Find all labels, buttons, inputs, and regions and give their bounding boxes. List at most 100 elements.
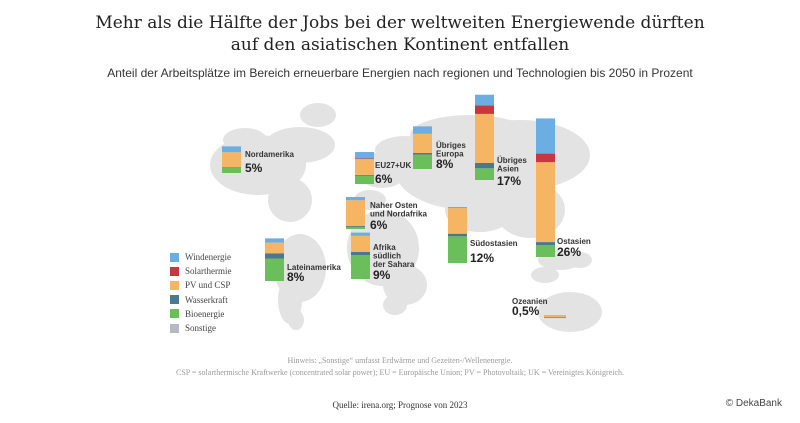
legend-label: Sonstige bbox=[185, 323, 217, 334]
legend-label: PV und CSP bbox=[185, 280, 231, 291]
bar-segment-pv-und-csp bbox=[351, 235, 370, 252]
brand-label: © DekaBank bbox=[725, 398, 782, 409]
bar-segment-bioenergie bbox=[355, 175, 374, 184]
note-line-1: Hinweis: „Sonstige“ umfasst Erdwärme und… bbox=[287, 356, 513, 365]
bar-segment-wasserkraft bbox=[448, 233, 467, 237]
chart-subtitle: Anteil der Arbeitsplätze im Bereich erne… bbox=[107, 66, 693, 80]
region-südostasien: Südostasien 12% bbox=[448, 207, 518, 265]
bar-segment-pv-und-csp bbox=[265, 242, 284, 254]
bar-segment-wasserkraft bbox=[536, 242, 555, 246]
region-total: 8% bbox=[287, 270, 305, 284]
region-total: 8% bbox=[436, 157, 454, 171]
bar-segment-bioenergie bbox=[413, 154, 432, 169]
legend-item: PV und CSP bbox=[170, 278, 232, 292]
bar-segment-pv-und-csp bbox=[448, 208, 467, 234]
bar-segment-pv-und-csp bbox=[413, 133, 432, 154]
region-label: Ostasien bbox=[557, 237, 591, 246]
bar-segment-wasserkraft bbox=[413, 153, 432, 155]
region-label: Südostasien bbox=[470, 239, 518, 248]
bar-segment-windenergie bbox=[346, 197, 365, 201]
bar-segment-pv-und-csp bbox=[355, 158, 374, 175]
region-label: Nordamerika bbox=[245, 150, 294, 159]
legend-item: Sonstige bbox=[170, 321, 232, 335]
region-total: 6% bbox=[370, 218, 388, 232]
region-label: Übriges Asien bbox=[497, 156, 527, 174]
legend-swatch bbox=[170, 280, 179, 290]
region-total: 12% bbox=[470, 251, 494, 265]
region-nordamerika: Nordamerika 5% bbox=[222, 146, 294, 175]
bar-segment-solarthermie bbox=[475, 105, 494, 114]
bar-segment-solarthermie bbox=[355, 158, 374, 160]
legend-swatch bbox=[170, 252, 179, 262]
bar-segment-bioenergie bbox=[351, 255, 370, 279]
bar-segment-wasserkraft bbox=[222, 167, 241, 168]
bar-segment-windenergie bbox=[265, 238, 284, 243]
bar-segment-windenergie bbox=[351, 232, 370, 236]
bar-segment-bioenergie bbox=[265, 258, 284, 281]
bar-segment-bioenergie bbox=[222, 167, 241, 173]
chart-title: Mehr als die Hälfte der Jobs bei der wel… bbox=[0, 12, 800, 56]
legend-swatch bbox=[170, 309, 179, 319]
bar-segment-windenergie bbox=[475, 94, 494, 106]
region-total: 5% bbox=[245, 161, 263, 175]
bar-segment-bioenergie bbox=[346, 226, 365, 229]
region-total: 9% bbox=[373, 268, 391, 282]
legend-label: Solarthermie bbox=[185, 266, 232, 277]
bar-segment-bioenergie bbox=[448, 236, 467, 263]
legend-label: Windenergie bbox=[185, 252, 231, 263]
legend-swatch bbox=[170, 295, 179, 305]
title-line-2: auf den asiatischen Kontinent entfallen bbox=[230, 35, 570, 55]
bar-segment-wasserkraft bbox=[475, 162, 494, 169]
legend-item: Windenergie bbox=[170, 250, 232, 264]
bar-segment-pv-und-csp bbox=[475, 113, 494, 163]
legend-item: Wasserkraft bbox=[170, 293, 232, 307]
bar-segment-pv-und-csp bbox=[346, 200, 365, 226]
legend-label: Bioenergie bbox=[185, 308, 225, 319]
bar-segment-windenergie bbox=[413, 126, 432, 134]
region-total: 26% bbox=[557, 245, 581, 259]
region-total: 17% bbox=[497, 174, 521, 188]
bar-segment-wasserkraft bbox=[355, 174, 374, 176]
legend-swatch bbox=[170, 266, 179, 276]
bar-segment-pv-und-csp bbox=[536, 162, 555, 243]
bar-segment-pv-und-csp bbox=[544, 315, 566, 318]
note-line-2: CSP = solarthermische Kraftwerke (concen… bbox=[175, 368, 625, 377]
region-label: Lateinamerika bbox=[287, 263, 341, 272]
region-label: Afrika südlich der Sahara bbox=[373, 243, 415, 269]
region-label: Ozeanien bbox=[512, 297, 548, 306]
bar-segment-bioenergie bbox=[536, 245, 555, 257]
legend-item: Solarthermie bbox=[170, 264, 232, 278]
bar-segment-windenergie bbox=[544, 315, 566, 316]
title-line-1: Mehr als die Hälfte der Jobs bei der wel… bbox=[95, 13, 705, 33]
bar-segment-windenergie bbox=[355, 152, 374, 159]
bar-segment-windenergie bbox=[536, 118, 555, 154]
region-total: 0,5% bbox=[512, 304, 540, 318]
bar-segment-bioenergie bbox=[475, 168, 494, 180]
legend-swatch bbox=[170, 323, 179, 333]
bar-segment-solarthermie bbox=[536, 153, 555, 163]
bar-segment-wasserkraft bbox=[346, 225, 365, 227]
region-eu27-uk: EU27+UK 6% bbox=[355, 152, 411, 186]
bar-segment-wasserkraft bbox=[265, 253, 284, 259]
bar-segment-windenergie bbox=[448, 207, 467, 209]
bar-segment-windenergie bbox=[222, 146, 241, 153]
legend-label: Wasserkraft bbox=[185, 294, 228, 305]
legend-item: Bioenergie bbox=[170, 307, 232, 321]
region-label: EU27+UK bbox=[375, 161, 411, 170]
bar-segment-pv-und-csp bbox=[222, 152, 241, 168]
bar-segment-wasserkraft bbox=[351, 251, 370, 256]
region-label: Übriges Europa bbox=[436, 141, 466, 159]
source-note: Quelle: irena.org; Prognose von 2023 bbox=[332, 400, 468, 410]
region-label: Naher Osten und Nordafrika bbox=[370, 201, 427, 219]
legend: Windenergie Solarthermie PV und CSP Wasserk… bbox=[170, 250, 232, 335]
bar-segment-wasserkraft bbox=[544, 317, 566, 318]
